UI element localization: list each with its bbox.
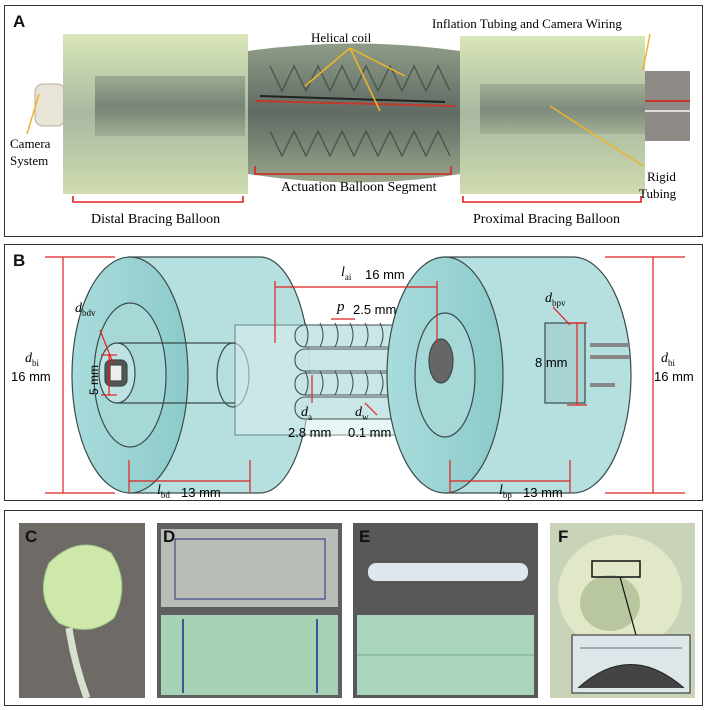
l-bd-value: 13 mm (181, 485, 221, 500)
l-bp-value: 13 mm (523, 485, 563, 500)
panel-d-label: D (163, 527, 176, 546)
actuation-segment-label: Actuation Balloon Segment (281, 180, 437, 195)
d-a-value: 2.8 mm (288, 425, 332, 440)
rigid-tubing-label-2: Tubing (639, 186, 677, 201)
panel-a-photo (26, 33, 690, 203)
panel-c-photo (19, 523, 145, 698)
panel-d-photo (157, 523, 342, 698)
l-bd-label: lbd (157, 483, 170, 500)
d-bi-right-value: 16 mm (654, 369, 694, 384)
inner-left-value: 5 mm (87, 365, 101, 395)
rigid-tubing-label-1: Rigid (647, 169, 676, 184)
panel-b-label: B (13, 251, 26, 270)
segment-brackets (72, 166, 642, 203)
p-label: p (337, 299, 345, 315)
d-w-label: dw (355, 405, 369, 422)
d-bdv-label: dbdv (75, 301, 96, 318)
inner-right-value: 8 mm (535, 355, 568, 370)
panel-c-label: C (25, 527, 38, 546)
panel-f-photo (550, 523, 695, 698)
panel-a: A (4, 5, 703, 237)
panel-cdef: C D E F (4, 510, 703, 706)
panel-e-label: E (359, 527, 371, 546)
distal-balloon-label: Distal Bracing Balloon (91, 212, 221, 227)
actuation-segment-photo (248, 43, 460, 183)
p-value: 2.5 mm (353, 302, 397, 317)
panel-e-photo (353, 523, 538, 698)
d-bi-right-label: dbi (661, 351, 676, 368)
panel-f-label: F (558, 527, 569, 546)
l-ai-label: lai (341, 265, 352, 282)
camera-system-label-1: Camera (10, 136, 51, 151)
d-bpv-label: dbpv (545, 291, 566, 308)
dimension-lines (45, 256, 685, 494)
d-a-label: da (301, 405, 312, 422)
panel-b: B (4, 244, 703, 501)
inflation-tubing-label: Inflation Tubing and Camera Wiring (432, 16, 622, 31)
camera-system-label-2: System (10, 153, 49, 168)
proximal-balloon-label: Proximal Bracing Balloon (473, 212, 620, 227)
l-bp-label: lbp (499, 483, 512, 500)
d-bi-left-label: dbi (25, 351, 40, 368)
panel-b-schematic (45, 256, 685, 494)
panel-a-label: A (13, 12, 26, 31)
helical-coil-label: Helical coil (311, 30, 372, 45)
proximal-balloon-model (386, 256, 632, 494)
l-ai-value: 16 mm (365, 267, 405, 282)
d-w-value: 0.1 mm (348, 425, 392, 440)
d-bi-left-value: 16 mm (11, 369, 51, 384)
annotation-arrows (26, 33, 651, 167)
camera-tip (34, 83, 66, 127)
